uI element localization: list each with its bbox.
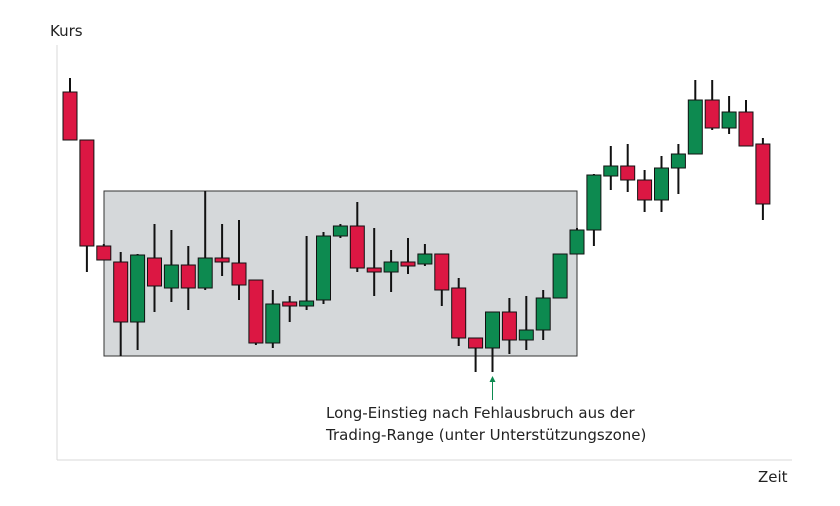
candle-body bbox=[586, 174, 602, 231]
candle-body bbox=[670, 153, 686, 169]
candle-body bbox=[197, 257, 213, 289]
candle-body bbox=[113, 261, 129, 323]
candle-body bbox=[366, 267, 382, 273]
candle-body bbox=[518, 329, 534, 341]
candle-body bbox=[637, 179, 653, 201]
candle-body bbox=[400, 261, 416, 267]
candle-body bbox=[349, 225, 365, 269]
candle-body bbox=[620, 165, 636, 181]
candle-body bbox=[231, 262, 247, 286]
y-axis-label: Kurs bbox=[50, 22, 83, 40]
candle-body bbox=[96, 245, 112, 261]
candle-body bbox=[552, 253, 568, 299]
candle-body bbox=[434, 253, 450, 291]
candle-body bbox=[282, 301, 298, 307]
x-axis-label: Zeit bbox=[758, 468, 788, 486]
candle-body bbox=[755, 143, 771, 205]
candle-body bbox=[180, 264, 196, 289]
candle-body bbox=[535, 297, 551, 331]
candle-body bbox=[417, 253, 433, 265]
candle-body bbox=[603, 165, 619, 177]
candle-body bbox=[721, 111, 737, 129]
candle-body bbox=[62, 91, 78, 141]
candle-body bbox=[214, 257, 230, 263]
entry-arrow-head bbox=[489, 376, 496, 382]
candle-body bbox=[485, 311, 500, 349]
candle-body bbox=[265, 303, 281, 344]
candle-body bbox=[332, 225, 348, 237]
candle-body bbox=[147, 257, 162, 287]
candle-body bbox=[130, 254, 146, 323]
candle-body bbox=[468, 337, 484, 349]
candle-body bbox=[299, 300, 315, 307]
candle-body bbox=[704, 99, 720, 129]
candle-body bbox=[79, 139, 95, 247]
candle-body bbox=[451, 287, 467, 339]
candle-body bbox=[163, 264, 179, 289]
candle-body bbox=[654, 167, 669, 201]
candle-body bbox=[738, 111, 754, 147]
candle-body bbox=[569, 229, 585, 255]
candle-body bbox=[501, 311, 517, 341]
candle-body bbox=[248, 279, 264, 344]
annotation: Long-Einstieg nach Fehlausbruch aus der bbox=[326, 404, 635, 422]
annotation: Trading-Range (unter Unterstützungszone) bbox=[325, 426, 646, 444]
candle-body bbox=[316, 235, 331, 301]
candle-body bbox=[383, 261, 399, 273]
candle-body bbox=[687, 99, 703, 155]
